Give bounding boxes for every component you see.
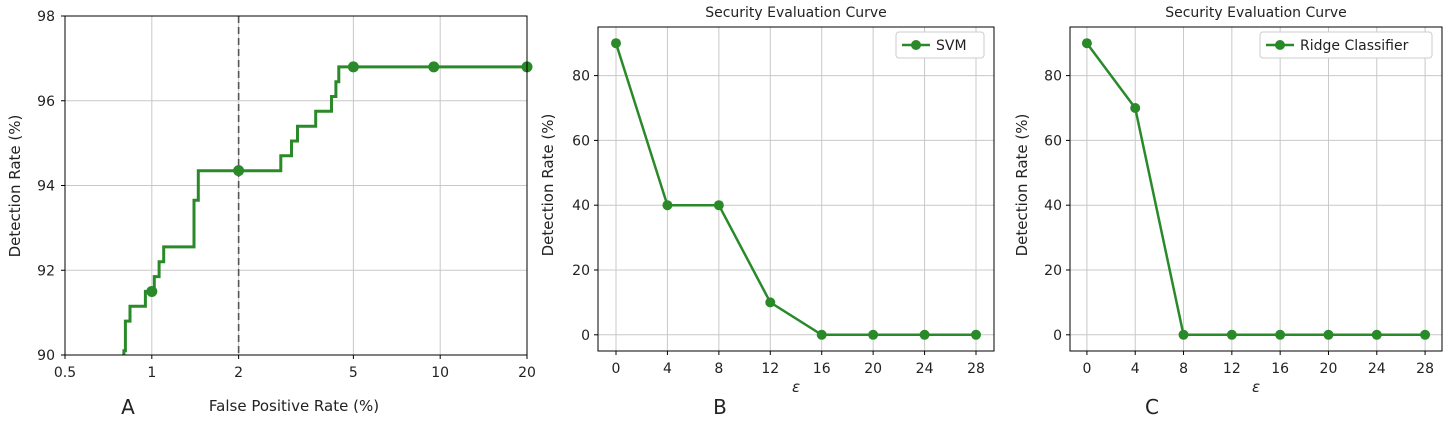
panel-a-ticks: 0.5 1 2 5 10 20 90 92 94 96 98 (37, 9, 536, 381)
panel-a-xtick-label: 1 (147, 365, 156, 381)
panel-c-xtick-label: 20 (1320, 361, 1338, 377)
panel-a-xlabel: False Positive Rate (%) (209, 397, 379, 415)
panel-a-step-line (122, 65, 527, 355)
panel-b-legend-marker (911, 40, 921, 50)
panel-b-xtick-label: 28 (967, 361, 985, 377)
panel-c-legend-label: Ridge Classifier (1300, 38, 1409, 54)
panel-c-axes (1069, 26, 1443, 352)
panel-b-frame (597, 26, 995, 352)
panel-a-xtick-label: 10 (431, 365, 449, 381)
panel-c-ytick-label: 40 (1044, 198, 1062, 214)
panel-b-point (816, 329, 827, 340)
panel-b-xtick-label: 0 (612, 361, 621, 377)
panel-b-xtick-label: 12 (761, 361, 779, 377)
panel-b-xtick-label: 24 (916, 361, 934, 377)
panel-a-point (347, 61, 359, 73)
panel-b-point (868, 329, 879, 340)
panel-c-ytick-label: 80 (1044, 69, 1062, 85)
panel-b-xtick-label: 16 (813, 361, 831, 377)
panel-c-legend-box (1259, 31, 1433, 59)
panel-a-ytick-label: 94 (37, 179, 55, 195)
panel-a-xtick-label: 20 (518, 365, 536, 381)
panel-b-xtick-label: 8 (714, 361, 723, 377)
panel-b-legend-label: SVM (936, 38, 967, 54)
panel-a-plot (122, 16, 533, 355)
panel-c-xtick-label: 24 (1368, 361, 1386, 377)
panel-b-ytick-label: 20 (572, 263, 590, 279)
panel-c-xlabel: ε (1252, 378, 1260, 396)
panel-b: Security Evaluation Curve 0 4 8 12 16 20 24 280… (539, 5, 995, 419)
panel-a-ytick-label: 92 (37, 263, 55, 279)
panel-c-xtick-label: 4 (1131, 361, 1140, 377)
panel-b-point (662, 200, 673, 211)
panel-c-point (1226, 329, 1237, 340)
panel-c-point (1420, 329, 1431, 340)
panel-b-point (919, 329, 930, 340)
panel-a-point (428, 61, 440, 73)
panel-c-point (1081, 38, 1092, 49)
panel-b-legend-box (895, 31, 985, 59)
panel-c-frame (1069, 26, 1443, 352)
panel-b-xlabel: ε (792, 378, 800, 396)
panel-b-ylabel: Detection Rate (%) (539, 114, 557, 257)
panel-a-point (146, 285, 158, 297)
panel-a-letter: A (121, 395, 135, 419)
panel-a-ytick-label: 98 (37, 9, 55, 25)
panel-c-point (1323, 329, 1334, 340)
panel-c-point (1371, 329, 1382, 340)
panel-b-point (971, 329, 981, 340)
panel-c-legend-marker (1275, 40, 1285, 50)
panel-b-point (713, 200, 724, 211)
panel-b-letter: B (713, 395, 727, 419)
panel-c-xtick-label: 12 (1223, 361, 1241, 377)
panel-b-legend: SVM (895, 31, 985, 59)
panel-b-xtick-label: 20 (864, 361, 882, 377)
panel-b-plot (611, 38, 981, 340)
panel-c-xtick-label: 0 (1082, 361, 1091, 377)
panel-b-series-line (614, 42, 976, 337)
panel-c-ylabel: Detection Rate (%) (1013, 114, 1031, 257)
panel-c-series-line (1085, 42, 1426, 337)
panel-c-title: Security Evaluation Curve (1165, 5, 1347, 21)
panel-b-point (765, 297, 776, 308)
panel-b-xtick-label: 4 (663, 361, 672, 377)
panel-c-point (1275, 329, 1286, 340)
panel-c-legend: Ridge Classifier (1259, 31, 1433, 59)
panel-c-xtick-label: 8 (1179, 361, 1188, 377)
panel-c-ytick-label: 20 (1044, 263, 1062, 279)
panel-b-ytick-label: 0 (581, 328, 590, 344)
panel-a-xtick-label: 2 (234, 365, 243, 381)
panel-b-ytick-label: 40 (572, 198, 590, 214)
panel-a: 0.5 1 2 5 10 20 90 92 94 96 98 False Positive Rate… (6, 9, 536, 419)
panel-c-point (1178, 329, 1189, 340)
panel-c-ticks: 0 4 8 12 16 20 24 28 0 20 40 60 80 (1044, 69, 1434, 377)
panel-a-ytick-label: 96 (37, 94, 55, 110)
panel-a-ylabel: Detection Rate (%) (6, 115, 24, 258)
panel-a-xtick-label: 0.5 (54, 365, 76, 381)
panel-b-point (611, 38, 621, 49)
panel-c-ytick-label: 60 (1044, 133, 1062, 149)
panel-b-grid (598, 27, 994, 351)
panel-b-ytick-label: 80 (572, 69, 590, 85)
panel-c-xtick-label: 16 (1271, 361, 1289, 377)
panel-b-axes (597, 26, 995, 352)
panel-b-ticks: 0 4 8 12 16 20 24 28 0 20 40 60 80 (572, 69, 985, 377)
panel-a-xtick-label: 5 (349, 365, 358, 381)
panel-c-point (1130, 103, 1141, 113)
panel-b-ytick-label: 60 (572, 133, 590, 149)
panel-c-ytick-label: 0 (1053, 328, 1062, 344)
panel-a-ytick-label: 90 (37, 348, 55, 364)
panel-c-xtick-label: 28 (1416, 361, 1434, 377)
panel-c-letter: C (1145, 395, 1159, 419)
panel-b-title: Security Evaluation Curve (705, 5, 887, 21)
panel-c-grid (1070, 27, 1442, 351)
panel-c-plot (1081, 38, 1431, 340)
panel-c: Security Evaluation Curve 0 4 8 12 16 20 24 280… (1013, 5, 1443, 419)
panel-a-point (233, 165, 245, 177)
